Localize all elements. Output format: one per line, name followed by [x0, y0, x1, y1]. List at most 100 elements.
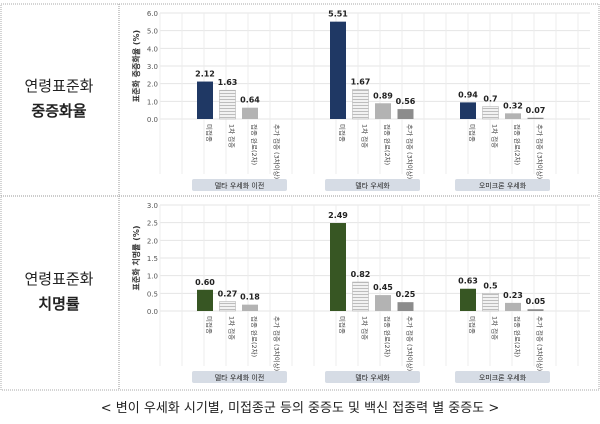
row-label-line1: 연령표준화	[24, 270, 94, 288]
data-label: 0.45	[373, 283, 393, 292]
y-tick-label: 5.0	[147, 28, 158, 36]
bar	[375, 103, 391, 119]
category-label: 추가 접종 (3차이상)	[273, 316, 282, 371]
category-label: 추가 접종 (3차이상)	[406, 124, 415, 179]
category-label: 접종 완료(2차)	[513, 316, 522, 357]
group-label: 델타 우세화 이전	[215, 181, 265, 190]
y-axis-label: 표준화 치명률 (%)	[131, 225, 141, 290]
data-label: 0.64	[240, 96, 260, 105]
category-label: 1차 접종	[228, 124, 237, 148]
bar	[242, 304, 258, 311]
group-box	[192, 371, 287, 383]
y-tick-label: 1.0	[147, 98, 158, 106]
bar	[505, 113, 521, 119]
data-label: 0.63	[458, 277, 478, 286]
row-label-line2: 치명률	[38, 295, 80, 313]
data-label: 1.63	[218, 78, 238, 87]
data-label: 0.25	[396, 290, 416, 299]
y-tick-label: 6.0	[147, 10, 158, 18]
y-tick-label: 2.0	[147, 237, 158, 245]
group-label: 오미크론 우세화	[479, 181, 527, 190]
category-label: 1차 접종	[361, 316, 370, 340]
bar	[505, 302, 521, 311]
category-label: 추가 접종 (3차이상)	[273, 124, 282, 179]
category-label: 추가 접종 (3차이상)	[406, 316, 415, 371]
category-label: 1차 접종	[228, 316, 237, 340]
row-label-line2: 중증화율	[31, 102, 87, 120]
caption: < 변이 우세화 시기별, 미접종군 등의 중증도 및 백신 접종력 별 중증도…	[100, 401, 500, 416]
data-label: 0.60	[195, 278, 215, 287]
category-label: 추가 접종 (3차이상)	[536, 124, 545, 179]
category-label: 접종 완료(2차)	[513, 124, 522, 165]
data-label: 0.89	[373, 91, 393, 100]
group-label: 델타 우세화	[355, 373, 390, 382]
bar	[482, 293, 499, 312]
row-label-line1: 연령표준화	[24, 77, 94, 95]
y-tick-label: 0.0	[147, 308, 158, 316]
category-label: 접종 완료(2차)	[250, 124, 259, 165]
category-label: 1차 접종	[361, 124, 370, 148]
y-tick-label: 1.0	[147, 273, 158, 281]
bar	[397, 302, 414, 311]
bar	[352, 89, 369, 120]
data-label: 0.07	[526, 106, 546, 115]
data-label: 0.7	[483, 95, 497, 104]
bar	[352, 281, 369, 312]
bar	[219, 301, 236, 312]
y-tick-label: 1.5	[147, 255, 158, 263]
bar	[330, 21, 346, 120]
bar	[527, 117, 544, 119]
y-tick-label: 2.0	[147, 81, 158, 89]
y-tick-label: 3.0	[147, 63, 158, 71]
y-tick-label: 0.5	[147, 290, 158, 298]
data-label: 0.18	[240, 293, 260, 302]
group-box	[455, 371, 550, 383]
bar	[375, 295, 391, 311]
bar	[242, 107, 258, 119]
group-box	[192, 179, 287, 191]
data-label: 0.32	[503, 101, 523, 110]
data-label: 1.67	[351, 77, 371, 86]
category-label: 미접종	[468, 316, 477, 334]
category-label: 미접종	[338, 316, 347, 334]
y-axis-label: 표준화 중증화율 (%)	[131, 30, 141, 102]
group-box	[325, 179, 420, 191]
category-label: 접종 완료(2차)	[383, 124, 392, 165]
bar	[219, 89, 236, 120]
data-label: 0.05	[526, 297, 546, 306]
data-label: 0.27	[218, 289, 238, 298]
data-label: 5.51	[328, 10, 348, 19]
bar	[482, 106, 499, 120]
group-label: 델타 우세화 이전	[215, 373, 265, 382]
category-label: 미접종	[338, 124, 347, 142]
category-label: 미접종	[205, 316, 214, 334]
y-tick-label: 0.0	[147, 116, 158, 124]
data-label: 0.94	[458, 90, 478, 99]
bar	[197, 289, 213, 311]
category-label: 접종 완료(2차)	[383, 316, 392, 357]
category-label: 1차 접종	[491, 316, 500, 340]
row-label-severe: 연령표준화 중증화율	[0, 75, 118, 121]
category-label: 접종 완료(2차)	[250, 316, 259, 357]
category-label: 미접종	[468, 124, 477, 142]
bar	[460, 288, 476, 311]
data-label: 2.49	[328, 211, 348, 220]
row-label-death: 연령표준화 치명률	[0, 268, 118, 314]
group-box	[455, 179, 550, 191]
bar	[197, 81, 213, 119]
group-label: 오미크론 우세화	[479, 373, 527, 382]
bar	[397, 109, 414, 119]
group-box	[325, 371, 420, 383]
data-label: 0.82	[351, 270, 371, 279]
y-tick-label: 3.0	[147, 202, 158, 210]
data-label: 0.5	[483, 281, 498, 290]
group-label: 델타 우세화	[355, 181, 390, 190]
bar	[330, 223, 346, 311]
y-tick-label: 4.0	[147, 45, 158, 53]
category-label: 추가 접종 (3차이상)	[536, 316, 545, 371]
bar	[527, 309, 544, 311]
category-label: 1차 접종	[491, 124, 500, 148]
category-label: 미접종	[205, 124, 214, 142]
